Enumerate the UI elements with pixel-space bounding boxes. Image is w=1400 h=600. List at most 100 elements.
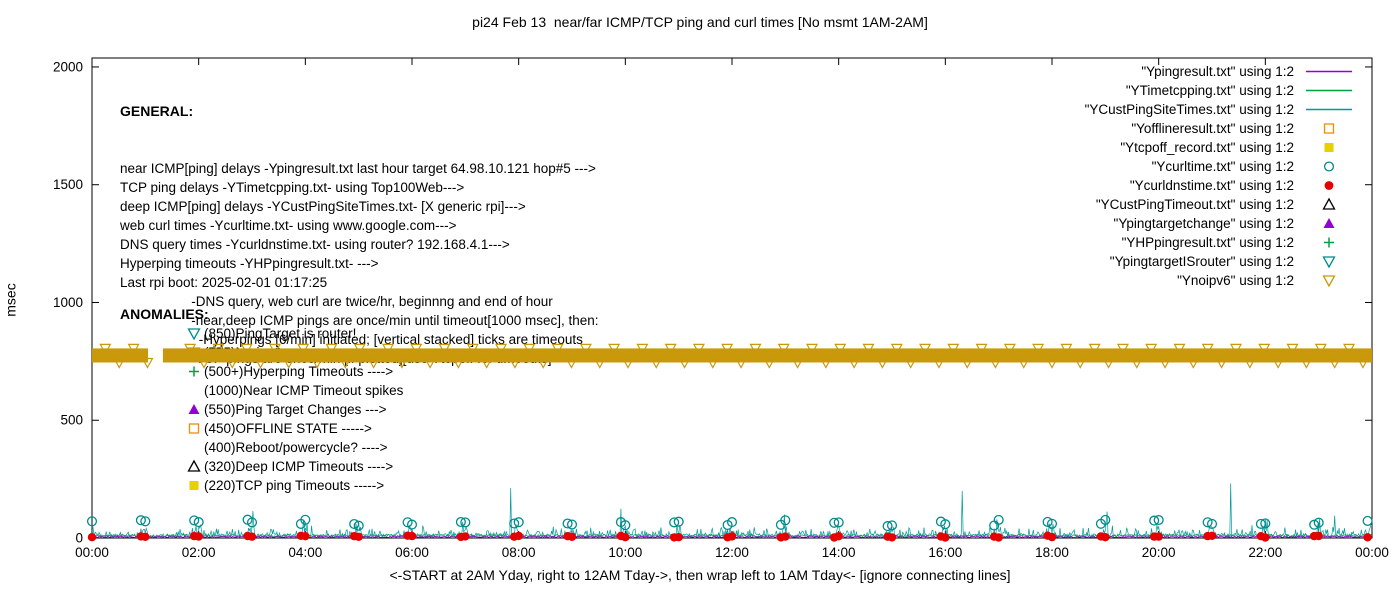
triangle-up-filled-icon	[188, 404, 200, 414]
square-filled-icon	[189, 481, 199, 490]
no-ipv6-triangle	[1088, 343, 1101, 355]
triangle-down-open-icon	[1322, 256, 1336, 269]
x-tick-label: 00:00	[1355, 545, 1389, 560]
anomaly-item: (1000)Near ICMP Timeout spikes	[120, 381, 403, 400]
x-tick-label: 16:00	[928, 545, 962, 560]
dns-point	[194, 532, 203, 541]
dns-point	[1256, 532, 1266, 541]
dns-point	[1150, 532, 1159, 541]
curl-point	[460, 517, 471, 528]
curl-point	[135, 515, 146, 526]
no-ipv6-triangle	[947, 343, 960, 355]
legend-label: "Ynoipv6" using 1:2	[1177, 273, 1294, 288]
anomalies-heading: ANOMALIES:	[120, 306, 209, 322]
no-ipv6-triangle	[706, 357, 719, 369]
curl-point	[86, 516, 98, 527]
square-filled-icon	[1324, 143, 1334, 152]
legend-label: "Ytcpoff_record.txt" using 1:2	[1120, 140, 1294, 155]
dns-point	[1203, 531, 1212, 541]
triangle-up-filled-icon	[188, 404, 200, 414]
legend-entry: "Ycurldnstime.txt" using 1:2	[1085, 176, 1358, 195]
anomaly-text: (400)Reboot/powercycle? ---->	[204, 440, 388, 455]
anomalies-block: ANOMALIES: (850)PingTarget is router! (77…	[120, 305, 403, 495]
circle-open-icon	[1323, 161, 1335, 172]
near-icmp-series	[91, 535, 1373, 539]
no-ipv6-triangle	[1032, 343, 1045, 355]
anomaly-item: (220)TCP ping Timeouts ----->	[120, 476, 403, 495]
plus-icon	[1324, 237, 1334, 248]
dns-point	[621, 533, 630, 542]
curl-point	[562, 518, 573, 529]
line-icon	[1306, 89, 1352, 92]
no-ipv6-triangle	[1145, 343, 1158, 355]
dns-point	[616, 531, 626, 541]
line-icon	[1306, 108, 1352, 111]
curl-point	[1046, 518, 1058, 529]
no-ipv6-triangle	[1229, 343, 1243, 355]
plus-icon	[189, 366, 199, 377]
y-axis-label: msec	[2, 283, 19, 317]
general-note-line: deep ICMP[ping] delays -YCustPingSiteTim…	[120, 199, 526, 214]
legend-label: "YHPpingresult.txt" using 1:2	[1121, 235, 1294, 250]
curl-point	[1149, 515, 1160, 526]
anomaly-text: (850)PingTarget is router!	[204, 326, 357, 341]
circle-filled-icon	[1324, 181, 1334, 190]
curl-point	[1206, 518, 1218, 529]
curl-point	[780, 515, 791, 526]
no-ipv6-triangle	[1060, 343, 1073, 355]
no-ipv6-triangle	[1243, 357, 1256, 369]
square-open-icon	[188, 423, 200, 434]
no-ipv6-triangle	[1272, 357, 1285, 369]
dns-query-points	[87, 531, 1372, 542]
triangle-down-open-icon	[1322, 275, 1336, 288]
legend: "Ypingresult.txt" using 1:2 "YTimetcpping…	[1085, 62, 1358, 290]
no-ipv6-triangle	[1045, 357, 1059, 369]
no-ipv6-triangle	[1258, 343, 1271, 355]
no-ipv6-triangle	[1314, 343, 1327, 355]
dns-point	[670, 533, 679, 542]
no-ipv6-triangle	[1328, 357, 1341, 369]
dns-point	[830, 533, 839, 542]
dns-point	[781, 532, 790, 541]
curl-point	[1202, 517, 1213, 528]
legend-label: "Ycurldnstime.txt" using 1:2	[1129, 178, 1294, 193]
no-ipv6-triangle	[1286, 343, 1299, 355]
curl-point	[513, 517, 524, 528]
y-tick-label: 1000	[53, 295, 83, 310]
no-ipv6-triangle	[99, 343, 112, 355]
dns-point	[407, 531, 417, 541]
anomaly-items: (850)PingTarget is router! (775)No ipv6 -…	[120, 324, 403, 495]
no-ipv6-triangle	[1300, 357, 1313, 369]
square-open-icon	[188, 423, 200, 434]
dns-point	[567, 532, 577, 541]
no-ipv6-triangle	[819, 357, 832, 369]
curl-point	[246, 517, 258, 528]
no-ipv6-triangle	[636, 343, 649, 355]
curl-point	[989, 520, 1000, 531]
square-filled-icon	[1324, 143, 1334, 152]
dns-point	[1310, 531, 1319, 541]
triangle-up-open-icon	[1322, 197, 1336, 210]
no-ipv6-triangle	[876, 357, 889, 369]
no-ipv6-triangle	[834, 343, 847, 355]
curl-point	[1153, 514, 1164, 526]
curl-point	[140, 516, 151, 527]
no-ipv6-triangle	[692, 343, 705, 355]
dns-point	[883, 532, 892, 541]
curl-point	[1255, 518, 1266, 529]
dns-point	[136, 532, 146, 541]
dns-point	[87, 533, 97, 542]
dns-point	[990, 532, 999, 541]
anomaly-text: (775)No ipv6 ---->	[204, 345, 311, 360]
curl-point	[1100, 514, 1111, 525]
no-ipv6-triangle	[961, 357, 974, 369]
y-tick-label: 0	[75, 531, 83, 546]
triangle-up-open-icon	[1322, 197, 1336, 210]
curl-point	[615, 517, 626, 528]
curl-point	[620, 520, 631, 531]
curl-point	[722, 519, 733, 531]
x-tick-label: 20:00	[1142, 545, 1176, 560]
web-curl-points	[86, 514, 1373, 532]
curl-point	[1260, 518, 1271, 529]
